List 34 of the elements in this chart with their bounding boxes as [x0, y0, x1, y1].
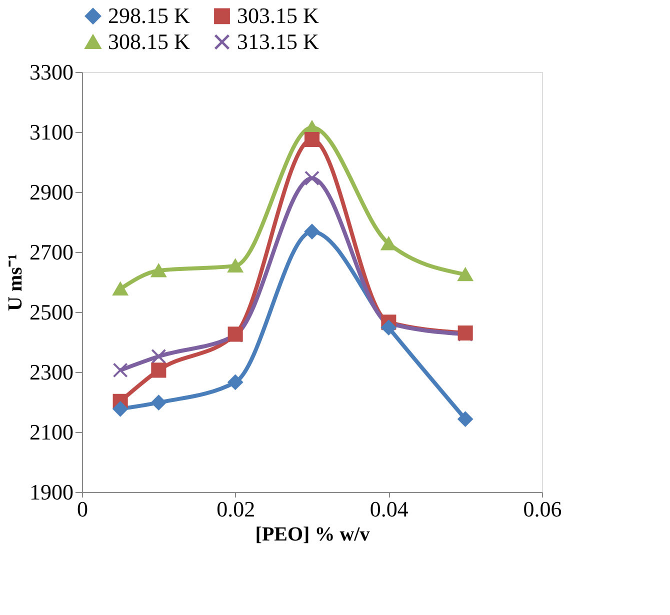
x-axis-title: [PEO] % w/v	[255, 524, 370, 546]
point	[112, 282, 128, 296]
point	[112, 362, 128, 378]
x-tick-label: 0	[77, 496, 88, 522]
point	[151, 264, 166, 278]
x-tick-label: 0.06	[523, 496, 562, 522]
point	[304, 224, 320, 240]
x-tick-label: 0.02	[216, 496, 256, 522]
y-tick-label: 2500	[30, 300, 74, 324]
point	[381, 320, 396, 336]
point	[228, 374, 243, 390]
y-tick-label: 2100	[30, 420, 74, 444]
y-axis-title: U ms⁻¹	[4, 254, 26, 311]
y-tick-label: 2300	[30, 360, 74, 384]
point	[151, 348, 166, 364]
y-tick-label: 2700	[30, 240, 74, 264]
legend-label: 298.15 K	[108, 3, 190, 28]
y-tick-label: 2900	[30, 180, 74, 204]
point	[304, 170, 320, 186]
point	[151, 362, 166, 378]
legend-label: 308.15 K	[108, 29, 190, 54]
point	[458, 412, 473, 427]
point	[381, 236, 396, 250]
y-tick-label: 3300	[30, 60, 74, 84]
point	[228, 259, 243, 272]
y-tick-label: 1900	[30, 480, 74, 504]
point	[112, 401, 128, 416]
point	[304, 132, 320, 148]
y-tick-label: 3100	[30, 120, 74, 144]
point	[151, 395, 166, 410]
legend-label: 303.15 K	[237, 3, 319, 28]
x-tick-label: 0.04	[370, 496, 408, 522]
point	[458, 268, 473, 282]
legend-label: 313.15 K	[237, 29, 319, 54]
